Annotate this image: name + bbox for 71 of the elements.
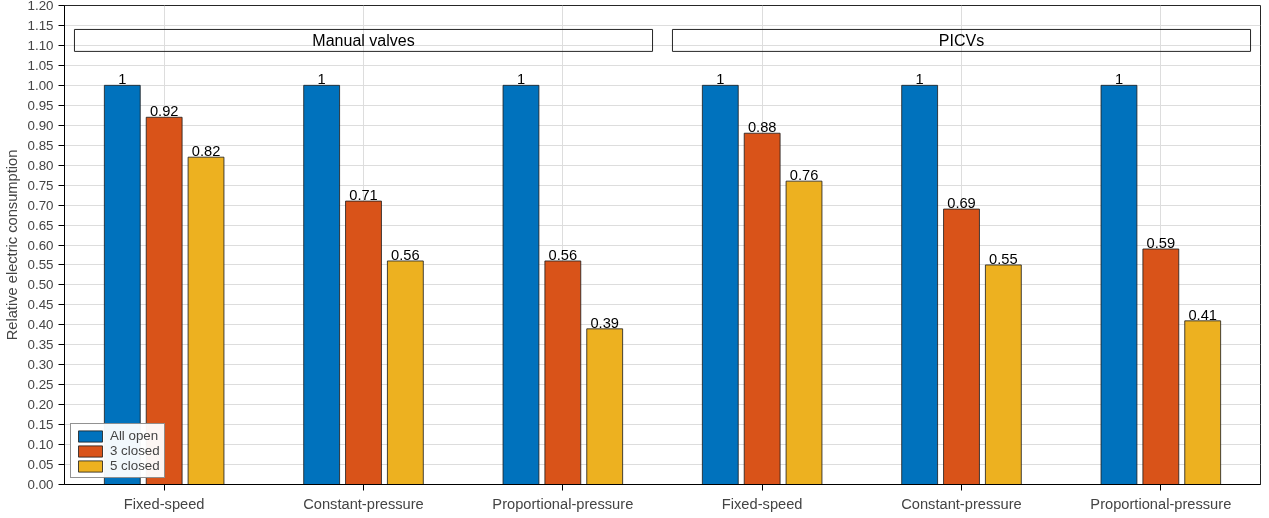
y-tick-label: 0.25 xyxy=(27,377,54,393)
x-tick-label: Constant-pressure xyxy=(303,495,424,512)
legend-label: All open xyxy=(110,428,159,443)
y-tick-label: 1.05 xyxy=(27,57,54,73)
data-label: 1 xyxy=(118,71,127,88)
x-tick-label: Fixed-speed xyxy=(123,495,205,512)
bar xyxy=(901,84,938,485)
bar xyxy=(345,200,382,485)
y-tick-label: 1.15 xyxy=(27,17,54,33)
data-label: 1 xyxy=(1114,71,1124,88)
data-label: 0.55 xyxy=(989,250,1018,267)
y-tick-label: 0.15 xyxy=(27,417,54,433)
y-tick-label: 0.85 xyxy=(27,137,54,153)
y-tick-label: 0.70 xyxy=(27,197,54,213)
bar xyxy=(387,260,424,485)
bar xyxy=(502,84,540,485)
data-label: 0.82 xyxy=(191,143,221,160)
y-tick-label: 0.55 xyxy=(27,257,54,273)
y-tick-label: 0.20 xyxy=(27,397,54,413)
bar xyxy=(985,264,1022,485)
data-label: 1 xyxy=(317,71,326,88)
y-tick-label: 1.00 xyxy=(27,77,54,93)
bar xyxy=(943,208,980,485)
bar xyxy=(743,132,781,485)
data-label: 1 xyxy=(915,71,924,88)
data-label: 0.39 xyxy=(590,314,619,331)
y-tick-label: 0.95 xyxy=(27,97,54,113)
bar xyxy=(701,84,739,485)
data-label: 1 xyxy=(516,71,526,88)
data-label: 1 xyxy=(716,71,725,88)
annotation: Manual valves xyxy=(312,31,415,49)
data-label: 0.88 xyxy=(747,119,777,136)
annotation: PICVs xyxy=(938,31,985,49)
bar xyxy=(1184,320,1222,485)
x-tick-label: Proportional-pressure xyxy=(492,495,634,512)
data-label: 0.76 xyxy=(789,167,819,184)
data-label: 0.69 xyxy=(947,195,976,212)
data-label: 0.56 xyxy=(548,246,578,263)
bar xyxy=(187,156,225,485)
y-tick-label: 0.90 xyxy=(27,117,54,133)
bar xyxy=(1142,248,1180,485)
y-tick-label: 0.00 xyxy=(27,477,54,492)
y-tick-label: 0.80 xyxy=(27,157,54,173)
y-tick-label: 1.10 xyxy=(27,37,54,53)
data-label: 0.92 xyxy=(149,103,179,120)
x-tick-label: Constant-pressure xyxy=(901,495,1022,512)
bar xyxy=(544,260,582,485)
y-tick-label: 0.35 xyxy=(27,337,54,353)
bar xyxy=(785,180,823,485)
y-tick-label: 0.30 xyxy=(27,357,54,373)
y-tick-label: 0.10 xyxy=(27,437,54,453)
bar xyxy=(303,84,340,485)
y-tick-label: 0.60 xyxy=(27,237,54,253)
data-label: 0.56 xyxy=(391,246,420,263)
legend-label: 5 closed xyxy=(110,458,160,473)
y-tick-label: 0.40 xyxy=(27,317,54,333)
y-tick-label: 0.05 xyxy=(27,457,54,473)
data-label: 0.59 xyxy=(1146,234,1176,251)
y-tick-label: 0.45 xyxy=(27,297,54,313)
data-label: 0.71 xyxy=(349,187,378,204)
x-tick-label: Fixed-speed xyxy=(721,495,803,512)
data-label: 0.41 xyxy=(1188,306,1217,323)
y-tick-label: 0.50 xyxy=(27,277,54,293)
bar xyxy=(1100,84,1138,485)
bar xyxy=(586,328,624,485)
legend-label: 3 closed xyxy=(110,443,160,458)
y-axis-title: Relative electric consumption xyxy=(3,149,20,341)
y-tick-label: 0.65 xyxy=(27,217,54,233)
y-tick-label: 0.75 xyxy=(27,177,54,193)
y-tick-label: 1.20 xyxy=(27,0,54,13)
x-tick-label: Proportional-pressure xyxy=(1090,495,1232,512)
